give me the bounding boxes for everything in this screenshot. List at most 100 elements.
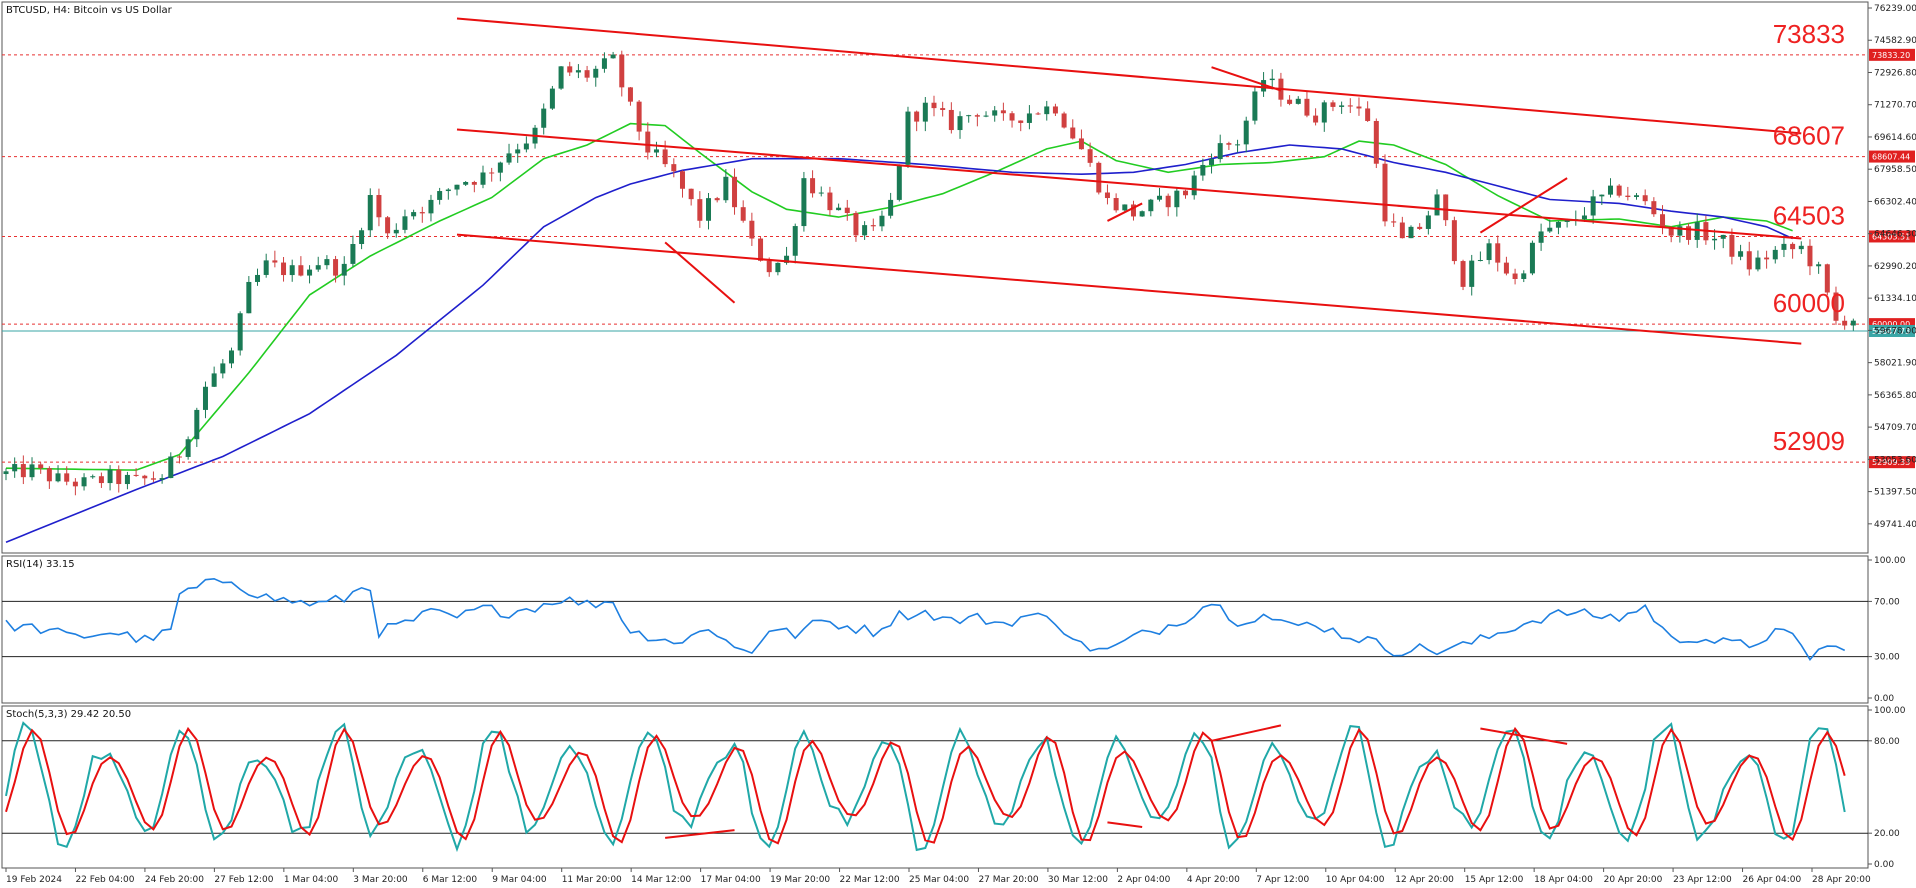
candle-body (1607, 185, 1613, 195)
time-tick-label: 14 Mar 12:00 (631, 875, 691, 885)
candle-body (645, 131, 651, 153)
candle-body (948, 109, 954, 131)
candle-body (1634, 195, 1640, 197)
candle-body (679, 171, 685, 189)
candle-body (289, 265, 295, 276)
candle-body (1738, 251, 1744, 257)
candle-body (367, 195, 373, 231)
time-tick-label: 19 Feb 2024 (6, 875, 62, 885)
time-tick-label: 7 Apr 12:00 (1256, 875, 1309, 885)
stochastic-label: Stoch(5,3,3) 29.42 20.50 (6, 709, 131, 720)
candle-body (1130, 204, 1136, 217)
time-tick-label: 27 Mar 20:00 (978, 875, 1038, 885)
candle-body (116, 469, 122, 485)
candle-body (1469, 260, 1475, 287)
candle-body (1503, 262, 1509, 274)
time-tick-label: 20 Apr 20:00 (1604, 875, 1663, 885)
rsi-tick-label: 0.00 (1874, 694, 1894, 704)
candle-body (376, 195, 382, 218)
candle-body (1243, 120, 1249, 145)
candle-body (159, 478, 165, 480)
price-tick-label: 72926.80 (1874, 68, 1916, 78)
candle-body (1790, 243, 1796, 250)
candle-body (671, 164, 677, 172)
candle-body (1269, 78, 1275, 81)
candle-body (1200, 164, 1206, 176)
stochastic-tick-label: 100.00 (1874, 706, 1906, 716)
candle-body (1625, 195, 1631, 197)
candle-body (1000, 110, 1006, 114)
candle-body (836, 207, 842, 211)
stochastic-divergence-line (1107, 821, 1143, 829)
candle-body (1235, 144, 1241, 146)
candle-body (1764, 257, 1770, 260)
candle-body (636, 101, 642, 132)
time-tick-label: 3 Mar 20:00 (353, 875, 408, 885)
price-tick-label: 71270.70 (1874, 101, 1916, 111)
stochastic-tick-label: 0.00 (1874, 860, 1894, 870)
candle-body (454, 184, 460, 190)
price-tick-label: 66302.40 (1874, 197, 1916, 207)
candle-body (601, 58, 607, 69)
candle-body (1321, 102, 1327, 123)
candle-body (1009, 113, 1015, 121)
candle-body (1538, 231, 1544, 243)
candle-body (64, 473, 70, 482)
candle-body (12, 464, 18, 472)
time-tick-label: 28 Apr 20:00 (1812, 875, 1871, 885)
divergence-line (1479, 177, 1568, 234)
level-label: 73833 (1773, 19, 1845, 49)
level-label: 60000 (1773, 288, 1845, 318)
candle-body (124, 474, 130, 485)
candle-body (1391, 221, 1397, 223)
candle-body (1044, 106, 1050, 115)
candle-body (324, 259, 330, 266)
time-tick-label: 26 Apr 04:00 (1743, 875, 1802, 885)
candle-body (1399, 222, 1405, 239)
rsi-line (5, 577, 1846, 661)
channel-line (456, 233, 1802, 345)
candle-body (38, 464, 44, 469)
candle-body (1313, 115, 1319, 123)
candle-body (176, 456, 182, 458)
time-tick-label: 2 Apr 04:00 (1117, 875, 1170, 885)
candle-body (1191, 175, 1197, 196)
candle-body (237, 313, 243, 351)
candle-body (1078, 138, 1084, 150)
candle-body (931, 102, 937, 109)
level-label: 64503 (1773, 200, 1845, 230)
candle-body (983, 115, 989, 117)
candle-body (1217, 143, 1223, 160)
price-tick-label: 76239.00 (1874, 4, 1916, 14)
stochastic-divergence-line (1480, 727, 1568, 745)
candle-body (1261, 80, 1267, 92)
candle-body (168, 456, 174, 479)
candle-body (1712, 238, 1718, 241)
candle-body (1148, 199, 1154, 212)
candle-body (549, 88, 555, 109)
price-tick-label: 67958.50 (1874, 165, 1916, 175)
level-price-tag (1869, 48, 1915, 61)
candle-body (1495, 243, 1501, 263)
candle-body (1529, 242, 1535, 274)
candle-body (255, 274, 261, 282)
candle-body (1642, 195, 1648, 202)
candle-body (1686, 226, 1692, 240)
candle-body (1373, 120, 1379, 164)
candle-body (1798, 245, 1804, 250)
candle-body (1746, 251, 1752, 270)
candle-body (1555, 221, 1561, 228)
candle-body (1304, 98, 1310, 116)
stochastic-tick-label: 20.00 (1874, 829, 1900, 839)
candle-body (714, 198, 720, 201)
candle-body (1339, 105, 1345, 107)
candle-body (818, 192, 824, 194)
candle-body (870, 225, 876, 227)
candle-body (133, 474, 139, 476)
candle-body (862, 225, 868, 236)
candle-body (1035, 113, 1041, 115)
divergence-lines (664, 66, 1568, 304)
candle-body (1087, 149, 1093, 163)
candle-body (905, 111, 911, 165)
